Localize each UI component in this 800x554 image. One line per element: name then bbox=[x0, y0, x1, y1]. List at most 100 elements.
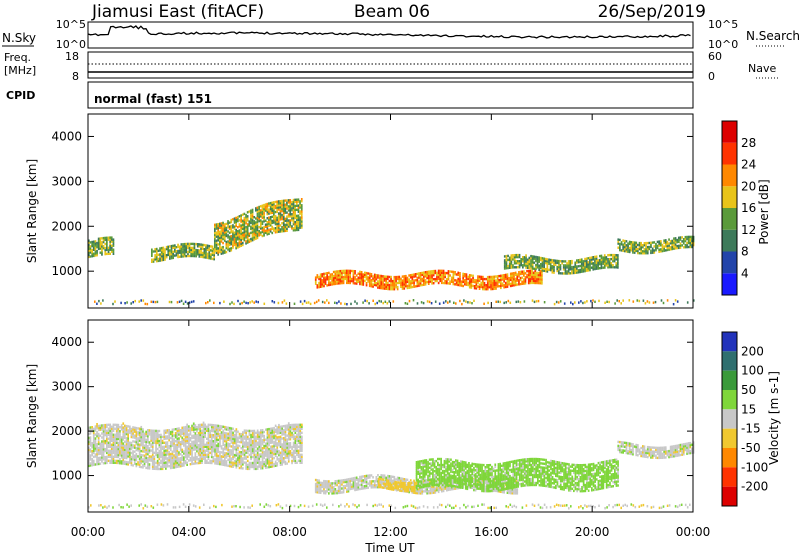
heatmap-cell bbox=[276, 458, 279, 461]
heatmap-cell bbox=[243, 449, 246, 452]
heatmap-cell bbox=[292, 427, 295, 431]
heatmap-cell bbox=[291, 213, 293, 216]
heatmap-cell bbox=[110, 453, 113, 456]
heatmap-cell bbox=[206, 429, 208, 432]
heatmap-cell bbox=[362, 279, 365, 282]
heatmap-cell bbox=[319, 273, 322, 276]
heatmap-cell bbox=[137, 431, 139, 434]
heatmap-cell bbox=[684, 243, 687, 247]
heatmap-cell bbox=[314, 482, 317, 486]
heatmap-cell bbox=[179, 443, 182, 446]
heatmap-cell bbox=[269, 447, 272, 450]
heatmap-cell bbox=[434, 271, 437, 275]
heatmap-cell bbox=[156, 429, 159, 433]
heatmap-cell bbox=[212, 450, 215, 453]
heatmap-cell bbox=[523, 258, 526, 261]
heatmap-cell bbox=[296, 202, 298, 205]
heatmap-cell bbox=[512, 256, 514, 259]
heatmap-cell bbox=[245, 455, 247, 458]
heatmap-cell bbox=[496, 275, 499, 278]
heatmap-cell bbox=[324, 301, 326, 304]
heatmap-cell bbox=[377, 280, 379, 283]
heatmap-cell bbox=[359, 282, 361, 286]
heatmap-cell bbox=[539, 278, 542, 281]
heatmap-cell bbox=[233, 445, 236, 449]
heatmap-cell bbox=[165, 254, 168, 257]
heatmap-cell bbox=[184, 433, 187, 437]
heatmap-cell bbox=[472, 276, 474, 279]
heatmap-cell bbox=[294, 204, 296, 208]
heatmap-cell bbox=[264, 205, 267, 208]
heatmap-cell bbox=[528, 256, 531, 260]
heatmap-cell bbox=[124, 448, 126, 451]
heatmap-cell bbox=[237, 436, 239, 439]
heatmap-cell bbox=[513, 256, 516, 259]
heatmap-cell bbox=[536, 256, 539, 259]
heatmap-cell bbox=[202, 435, 205, 438]
heatmap-cell bbox=[352, 280, 355, 283]
heatmap-cell bbox=[120, 452, 123, 455]
heatmap-cell bbox=[286, 424, 288, 427]
heatmap-cell bbox=[400, 277, 402, 280]
heatmap-cell bbox=[261, 461, 264, 464]
heatmap-cell bbox=[129, 449, 131, 452]
heatmap-cell bbox=[99, 442, 102, 445]
heatmap-cell bbox=[214, 426, 216, 429]
heatmap-cell bbox=[679, 244, 682, 247]
heatmap-cell bbox=[646, 300, 649, 303]
heatmap-cell bbox=[617, 238, 620, 241]
heatmap-cell bbox=[168, 439, 170, 442]
heatmap-cell bbox=[296, 200, 298, 203]
heatmap-cell bbox=[562, 272, 565, 275]
heatmap-cell bbox=[246, 463, 249, 467]
heatmap-cell bbox=[148, 429, 151, 432]
heatmap-cell bbox=[436, 277, 438, 281]
heatmap-cell bbox=[297, 429, 300, 432]
heatmap-cell bbox=[227, 230, 229, 233]
heatmap-cell bbox=[514, 277, 517, 281]
heatmap-cell bbox=[210, 451, 213, 455]
heatmap-cell bbox=[132, 430, 134, 433]
heatmap-cell bbox=[273, 205, 275, 208]
noise-right-tick-bottom: 10^0 bbox=[708, 38, 738, 51]
heatmap-cell bbox=[228, 434, 231, 438]
heatmap-cell bbox=[163, 433, 166, 436]
heatmap-cell bbox=[576, 267, 578, 270]
heatmap-cell bbox=[102, 454, 105, 457]
heatmap-cell bbox=[318, 491, 320, 494]
heatmap-cell bbox=[138, 443, 141, 446]
heatmap-cell bbox=[160, 439, 162, 443]
heatmap-cell bbox=[332, 280, 335, 284]
heatmap-cell bbox=[316, 491, 319, 494]
heatmap-cell bbox=[268, 220, 270, 223]
heatmap-cell bbox=[332, 482, 335, 485]
heatmap-cell bbox=[291, 433, 293, 437]
heatmap-cell bbox=[271, 215, 274, 218]
heatmap-cell bbox=[260, 447, 262, 450]
heatmap-cell bbox=[240, 240, 242, 243]
heatmap-cell bbox=[130, 441, 133, 445]
heatmap-cell bbox=[129, 447, 131, 450]
heatmap-cell bbox=[175, 246, 178, 249]
heatmap-cell bbox=[316, 479, 319, 482]
heatmap-cell bbox=[140, 429, 143, 433]
heatmap-cell bbox=[237, 219, 239, 223]
heatmap-cell bbox=[99, 446, 102, 449]
heatmap-cell bbox=[266, 221, 269, 224]
heatmap-cell bbox=[344, 271, 347, 275]
heatmap-cell bbox=[135, 458, 138, 462]
heatmap-cell bbox=[269, 427, 272, 430]
heatmap-cell bbox=[188, 301, 191, 304]
heatmap-cell bbox=[246, 219, 249, 222]
heatmap-cell bbox=[648, 245, 651, 249]
heatmap-cell bbox=[318, 283, 320, 287]
heatmap-cell bbox=[192, 428, 195, 431]
heatmap-cell bbox=[374, 302, 376, 306]
heatmap-cell bbox=[176, 465, 179, 468]
heatmap-cell bbox=[227, 234, 229, 237]
heatmap-cell bbox=[156, 441, 159, 445]
heatmap-cell bbox=[391, 284, 394, 287]
heatmap-cell bbox=[114, 435, 116, 438]
heatmap-cell bbox=[180, 299, 183, 303]
heatmap-cell bbox=[179, 445, 182, 448]
